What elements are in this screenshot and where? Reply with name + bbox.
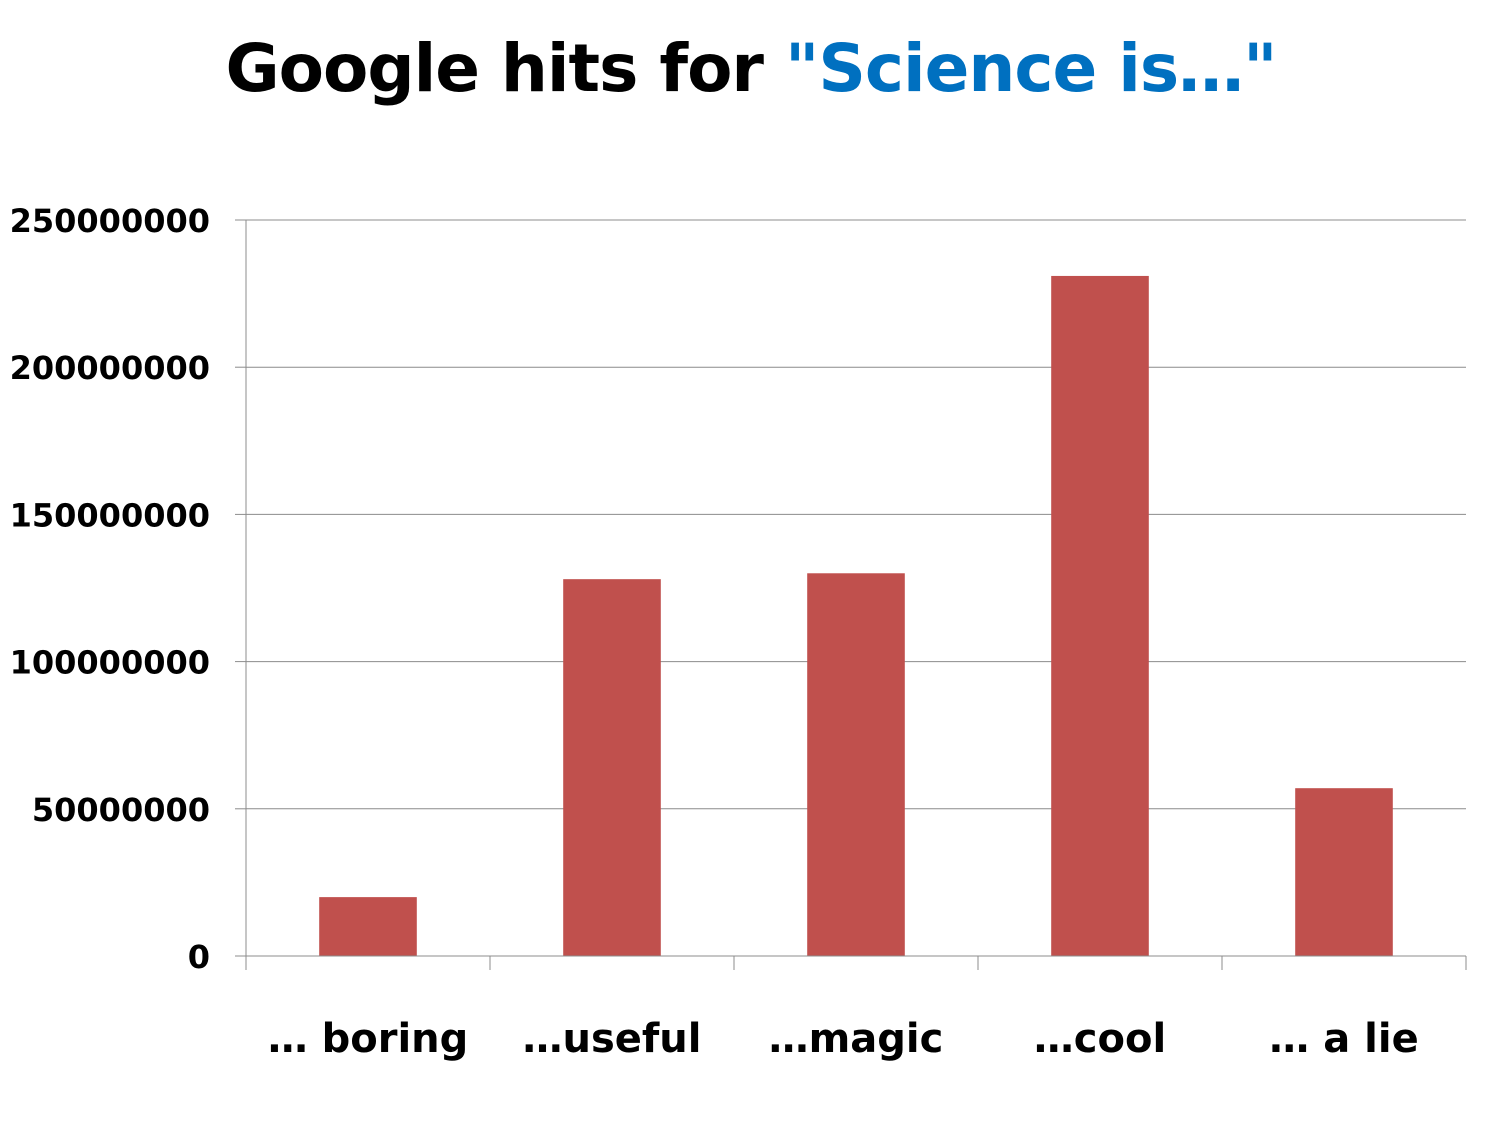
- x-tick-label: …cool: [1034, 1016, 1166, 1062]
- bar: [563, 579, 661, 956]
- y-tick-label: 100000000: [10, 644, 210, 682]
- y-tick-label: 0: [188, 938, 210, 976]
- bar: [1295, 788, 1393, 956]
- bar: [319, 897, 417, 956]
- x-tick-label: …magic: [769, 1016, 944, 1062]
- bar: [1051, 275, 1149, 956]
- y-tick-label: 200000000: [10, 349, 210, 387]
- chart-title: Google hits for "Science is…": [0, 30, 1502, 107]
- x-tick-label: …useful: [522, 1016, 701, 1062]
- y-tick-label: 150000000: [10, 496, 210, 534]
- x-tick-label: … a lie: [1269, 1016, 1418, 1062]
- x-tick-label: … boring: [268, 1016, 469, 1062]
- y-tick-label: 50000000: [32, 791, 210, 829]
- bars: [319, 275, 1393, 956]
- axes: [235, 219, 1467, 970]
- axis-labels: 0 50000000 100000000 150000000 200000000 2500…: [10, 202, 1419, 1062]
- y-tick-label: 250000000: [10, 202, 210, 240]
- bar: [807, 573, 905, 956]
- chart-title-prefix: Google hits for: [225, 30, 785, 107]
- chart-title-highlight: "Science is…": [784, 30, 1278, 107]
